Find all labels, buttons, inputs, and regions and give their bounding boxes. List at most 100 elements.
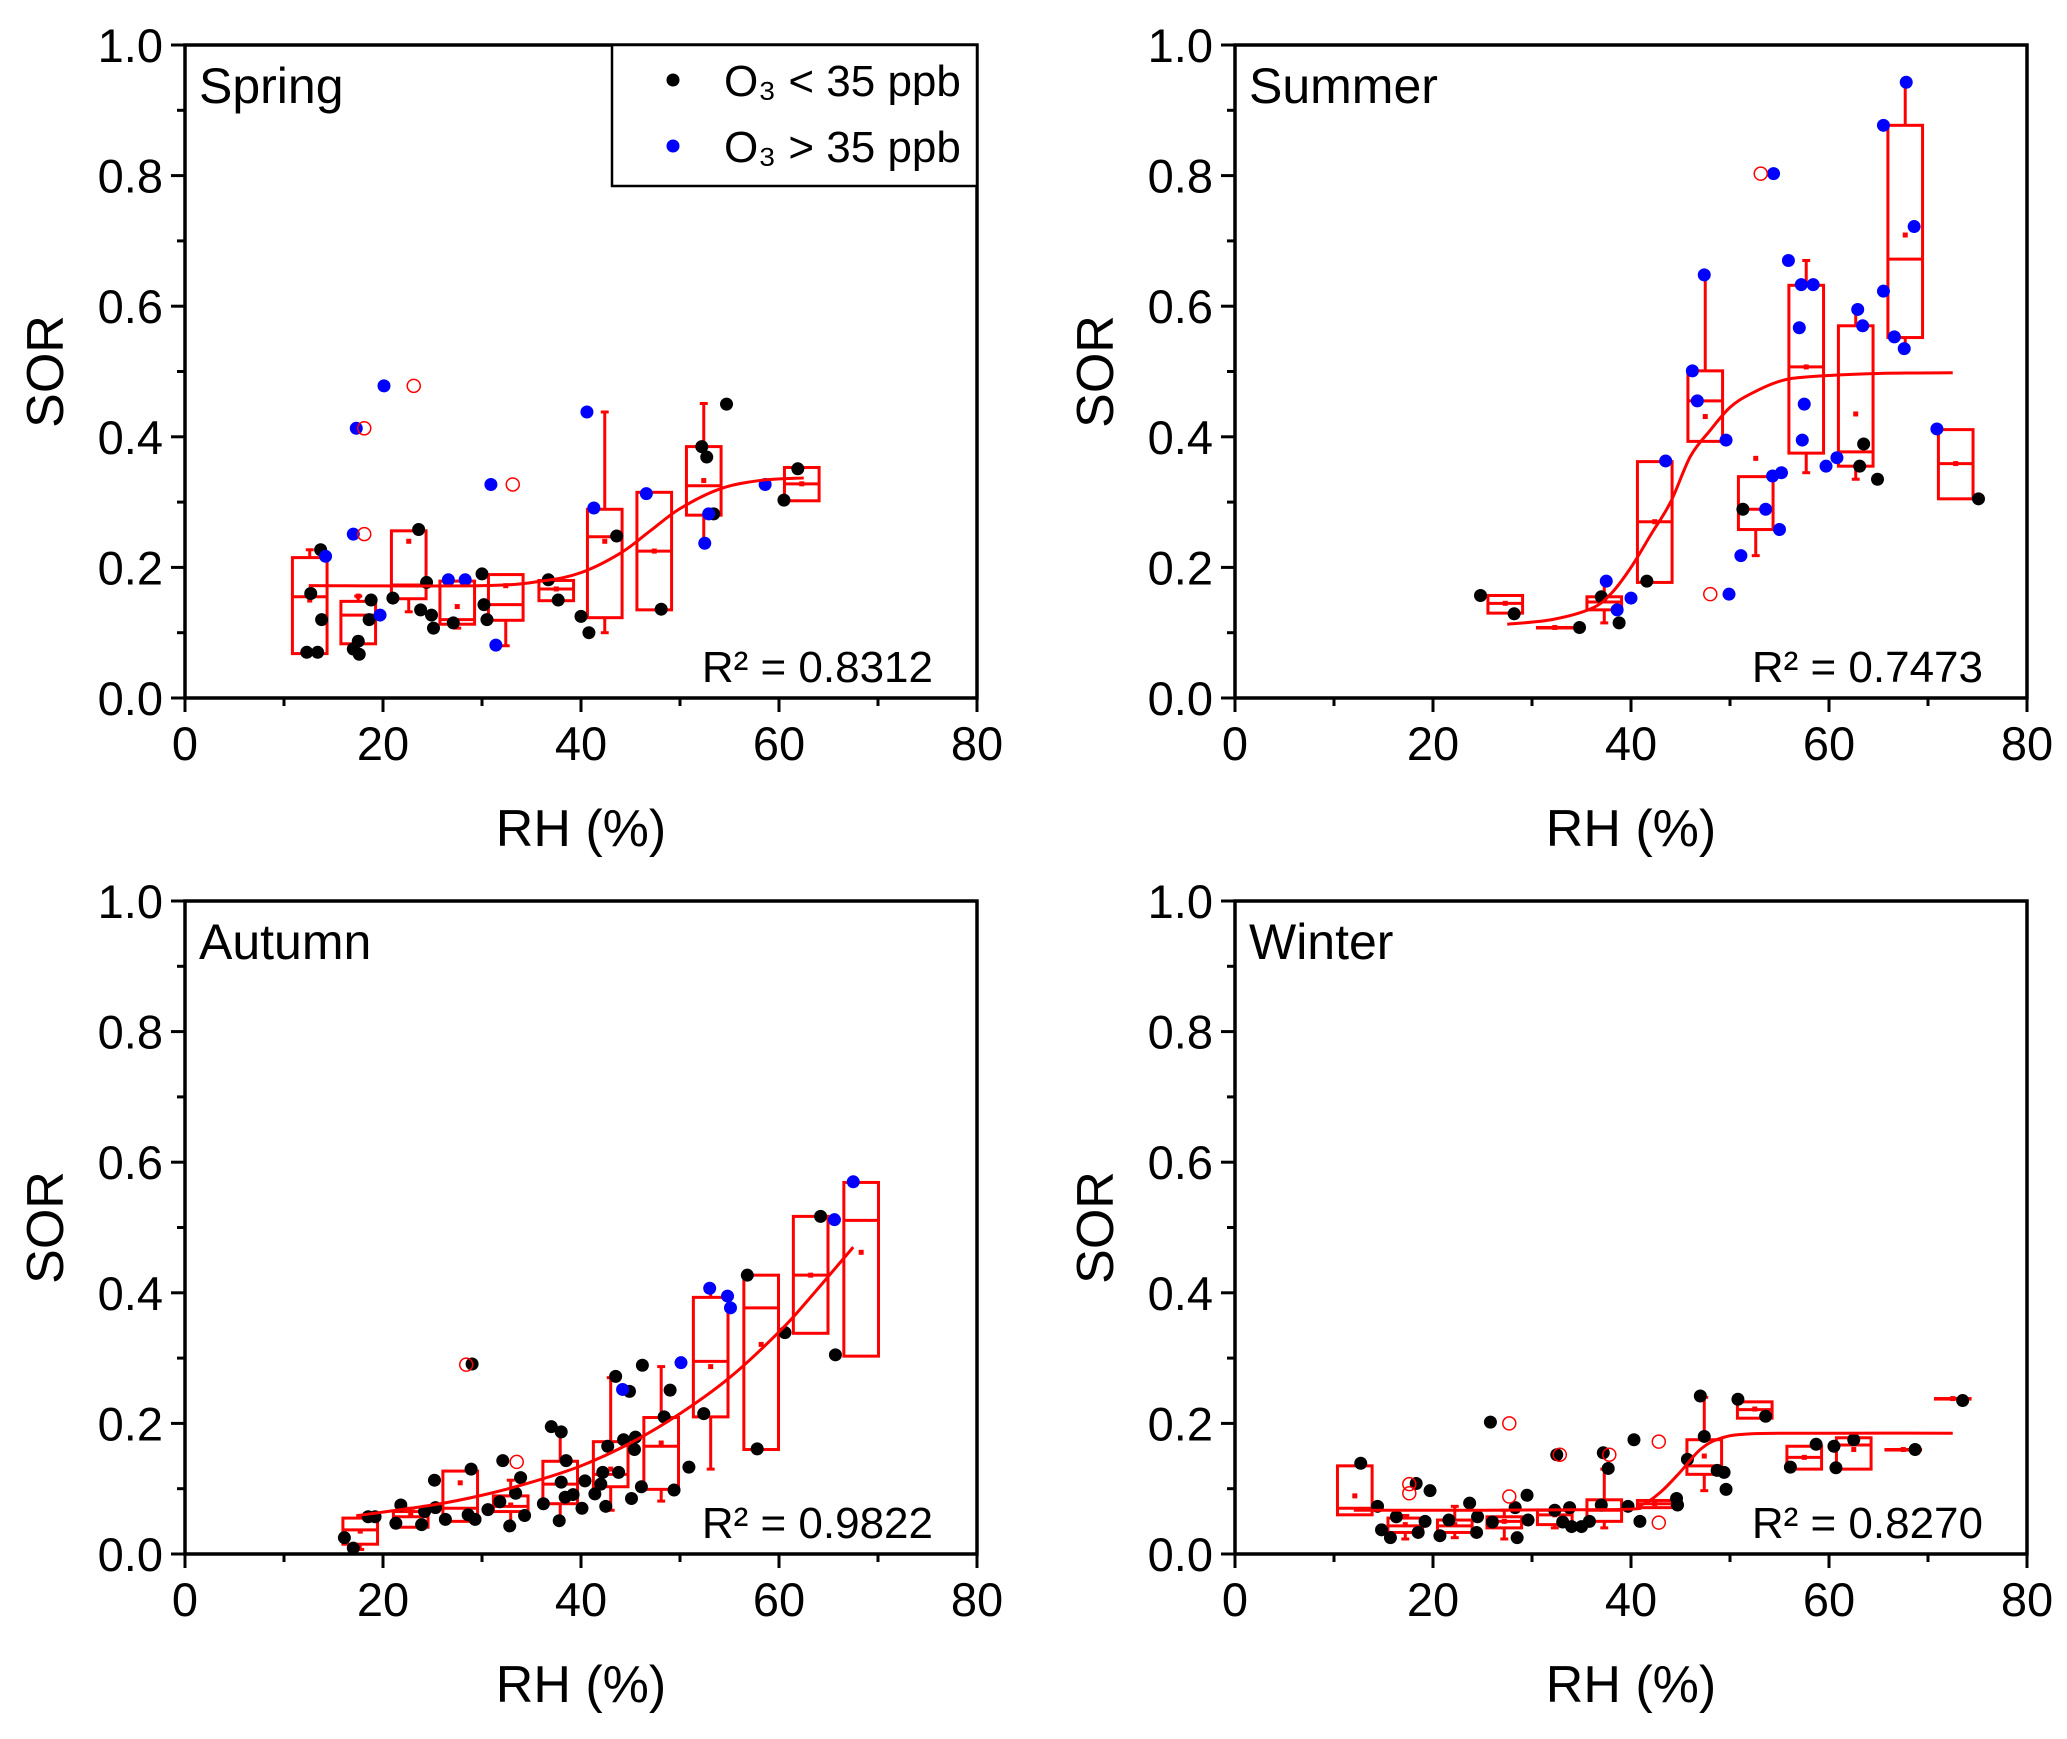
box-plot — [635, 490, 674, 612]
box-mean — [1652, 519, 1658, 525]
y-tick-label: 0.6 — [98, 280, 163, 333]
box-plot — [691, 1286, 730, 1471]
y-tick-label: 0.0 — [1148, 672, 1213, 725]
point-o3-low — [415, 1518, 429, 1532]
point-o3-high — [674, 1356, 688, 1370]
outlier-marker — [509, 1454, 524, 1470]
outlier-marker — [1703, 586, 1718, 602]
point-o3-high — [1781, 253, 1795, 267]
legend-label: O₃ < 35 ppb — [724, 57, 961, 106]
y-tick-label: 0.2 — [1148, 1397, 1213, 1450]
y-tick-label: 0.0 — [1148, 1528, 1213, 1581]
y-tick-label: 1.0 — [1148, 875, 1213, 928]
outlier-marker — [458, 1357, 474, 1372]
box-mean — [1803, 364, 1809, 370]
point-o3-low — [475, 567, 489, 581]
point-o3-low — [1809, 1437, 1823, 1451]
r-squared-label: R² = 0.7473 — [1752, 643, 1983, 692]
point-o3-low — [1697, 1429, 1711, 1443]
point-o3-low — [609, 1369, 623, 1383]
panel-winter: 0 20 40 60 80 0.0 0.2 0.4 0.6 0.8 1.0 RH (%) SOR Wint… — [1067, 875, 2053, 1714]
x-tick-label: 80 — [2001, 717, 2053, 770]
y-tick-label: 0.0 — [98, 672, 163, 725]
outlier-marker — [1552, 1447, 1568, 1462]
x-tick-label: 80 — [951, 1573, 1003, 1626]
point-o3-high — [1773, 523, 1786, 537]
box-mean — [307, 597, 313, 603]
box-mean — [1452, 1522, 1458, 1528]
panel-label: Winter — [1249, 914, 1393, 970]
point-o3-low — [477, 598, 491, 612]
box-mean — [408, 1512, 414, 1518]
point-o3-low — [427, 1473, 441, 1487]
point-o3-high — [1806, 278, 1820, 292]
point-o3-low — [1383, 1531, 1397, 1545]
point-o3-low — [1471, 1510, 1485, 1524]
y-axis-label: SOR — [17, 315, 75, 428]
box-mean — [1752, 1406, 1758, 1412]
box-mean — [658, 1440, 664, 1446]
box-plot — [1486, 593, 1525, 615]
point-o3-low — [1759, 1409, 1773, 1423]
plot-frame — [183, 899, 979, 1556]
x-tick-label: 60 — [1803, 1573, 1855, 1626]
point-o3-high — [846, 1175, 860, 1189]
point-o3-low — [1433, 1529, 1447, 1543]
y-tick-label: 1.0 — [98, 875, 163, 928]
plot-frame — [1233, 43, 2029, 700]
point-o3-low — [481, 1503, 495, 1517]
point-o3-high — [1794, 278, 1808, 292]
point-o3-low — [412, 523, 426, 537]
box-iqr — [389, 529, 428, 601]
point-o3-high — [702, 507, 716, 521]
legend-marker-o3-low — [666, 73, 680, 87]
x-axis-label: RH (%) — [1546, 1656, 1716, 1714]
point-o3-low — [337, 1531, 351, 1545]
box-mean — [1702, 414, 1708, 420]
y-tick-label: 0.2 — [1148, 541, 1213, 594]
point-o3-low — [544, 1420, 558, 1434]
box-plot — [1936, 428, 1975, 501]
y-tick-label: 0.2 — [98, 1397, 163, 1450]
point-o3-low — [1971, 492, 1985, 506]
point-o3-high — [484, 477, 498, 491]
point-o3-low — [1717, 1465, 1731, 1479]
box-mean — [1502, 600, 1508, 606]
box-mean — [1652, 1501, 1658, 1507]
point-o3-low — [352, 647, 366, 661]
y-tick-label: 0.2 — [98, 541, 163, 594]
panel-autumn: 0 20 40 60 80 0.0 0.2 0.4 0.6 0.8 1.0 RH (%) SOR Autu… — [17, 875, 1003, 1714]
point-o3-low — [552, 1514, 566, 1528]
x-tick-label: 60 — [1803, 717, 1855, 770]
box-iqr — [585, 507, 624, 620]
point-o3-low — [559, 1454, 573, 1468]
point-o3-low — [1507, 607, 1521, 621]
point-o3-high — [1887, 330, 1901, 344]
point-o3-low — [418, 1505, 432, 1519]
box-mean — [758, 1341, 764, 1347]
point-o3-low — [1375, 1523, 1389, 1537]
box-mean — [457, 1480, 463, 1486]
outlier-marker — [1402, 1476, 1417, 1492]
panel-summer: 0 20 40 60 80 0.0 0.2 0.4 0.6 0.8 1.0 RH (%) SOR Summ… — [1067, 19, 2053, 858]
y-tick-label: 0.4 — [98, 1267, 163, 1320]
fit-curve — [1353, 1431, 1953, 1512]
point-o3-low — [1563, 1501, 1577, 1515]
outlier-marker — [1651, 1515, 1667, 1530]
box-plot — [486, 573, 525, 648]
point-o3-high — [827, 1213, 841, 1227]
outlier-marker — [1753, 166, 1768, 181]
point-o3-low — [1483, 1415, 1497, 1429]
point-o3-high — [1897, 342, 1911, 356]
point-o3-low — [601, 1439, 615, 1453]
legend-box — [610, 43, 979, 188]
box-mean — [608, 1466, 614, 1472]
point-o3-low — [814, 1209, 828, 1223]
point-o3-high — [1697, 268, 1711, 282]
point-o3-high — [721, 1289, 735, 1303]
box-iqr — [691, 1295, 730, 1419]
point-o3-low — [1731, 1392, 1745, 1406]
point-o3-low — [574, 609, 588, 623]
box-iqr — [438, 579, 477, 626]
box-plot — [1686, 273, 1725, 443]
